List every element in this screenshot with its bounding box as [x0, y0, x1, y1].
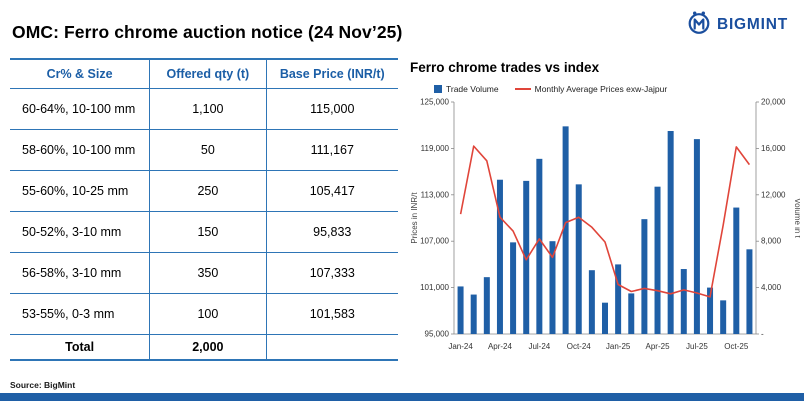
x-axis-tick: Apr-24 [488, 342, 513, 351]
price-cell: 115,000 [265, 88, 398, 130]
volume-bar [746, 249, 753, 334]
right-axis-tick: 16,000 [761, 144, 786, 153]
table-row: 50-52%, 3-10 mm 150 95,833 [10, 211, 398, 253]
auction-table-body: 60-64%, 10-100 mm 1,100 115,000 58-60%, 10-… [10, 88, 398, 335]
trades-vs-index-chart: 125,000 20,000 119,000 16,000 113,000 12,000 1… [410, 98, 802, 352]
legend-avg-price: Monthly Average Prices exw-Jajpur [514, 84, 668, 94]
x-axis-tick: Jan-25 [606, 342, 631, 351]
qty-cell: 250 [149, 170, 267, 212]
volume-bar [628, 293, 635, 334]
price-cell: 107,333 [265, 252, 398, 294]
right-axis-tick: - [761, 330, 764, 339]
left-axis-tick: 107,000 [420, 237, 449, 246]
volume-bar [615, 264, 622, 334]
volume-bar [588, 270, 595, 334]
volume-bar [707, 287, 714, 334]
volume-bar [654, 186, 661, 334]
right-axis-tick: 20,000 [761, 98, 786, 107]
right-axis-tick: 8,000 [761, 237, 782, 246]
volume-bar [641, 219, 648, 334]
volume-bar [575, 184, 582, 334]
total-qty: 2,000 [149, 334, 267, 361]
left-axis-tick: 101,000 [420, 283, 449, 292]
legend-trade-volume: Trade Volume [434, 84, 499, 94]
left-axis-tick: 119,000 [421, 144, 450, 153]
volume-bar [457, 286, 464, 334]
size-cell: 56-58%, 3-10 mm [10, 252, 151, 294]
table-header-row: Cr% & Size Offered qty (t) Base Price (I… [10, 58, 398, 89]
x-axis-tick: Jan-24 [448, 342, 473, 351]
bigmint-logo: BIGMINT [686, 9, 788, 40]
x-axis-tick: Jul-24 [528, 342, 550, 351]
volume-bar [733, 207, 740, 334]
column-header-price: Base Price (INR/t) [265, 58, 398, 89]
total-row: Total 2,000 [10, 334, 398, 361]
table-row: 58-60%, 10-100 mm 50 111,167 [10, 129, 398, 171]
size-cell: 55-60%, 10-25 mm [10, 170, 151, 212]
total-price [265, 334, 398, 361]
price-cell: 95,833 [265, 211, 398, 253]
chart-title: Ferro chrome trades vs index [410, 60, 600, 75]
qty-cell: 150 [149, 211, 267, 253]
qty-cell: 50 [149, 129, 267, 171]
bottom-accent-bar [0, 393, 804, 401]
source-note: Source: BigMint [10, 380, 76, 390]
right-axis-title: Volume in t [793, 198, 800, 238]
volume-bar [549, 241, 556, 334]
qty-cell: 350 [149, 252, 267, 294]
volume-bar [483, 277, 490, 334]
size-cell: 58-60%, 10-100 mm [10, 129, 151, 171]
table-row: 53-55%, 0-3 mm 100 101,583 [10, 293, 398, 335]
legend-trade-volume-label: Trade Volume [446, 84, 499, 94]
total-label: Total [10, 334, 151, 361]
volume-bar [562, 126, 569, 334]
left-axis-tick: 113,000 [421, 190, 450, 199]
x-axis-tick: Apr-25 [646, 342, 671, 351]
price-line [459, 145, 751, 298]
bigmint-logo-text: BIGMINT [716, 15, 788, 33]
table-row: 56-58%, 3-10 mm 350 107,333 [10, 252, 398, 294]
volume-bar [602, 302, 608, 334]
page-title: OMC: Ferro chrome auction notice (24 Nov… [12, 22, 403, 42]
x-axis-tick: Jul-25 [686, 342, 708, 351]
volume-bar [536, 158, 543, 334]
right-axis-tick: 12,000 [761, 190, 786, 199]
x-axis-tick: Oct-24 [567, 342, 592, 351]
x-axis-tick: Oct-25 [724, 342, 749, 351]
bigmint-logo-icon [686, 9, 712, 40]
table-row: 55-60%, 10-25 mm 250 105,417 [10, 170, 398, 212]
size-cell: 53-55%, 0-3 mm [10, 293, 151, 335]
volume-bar [470, 294, 477, 334]
bar-swatch-icon [434, 85, 442, 93]
column-header-qty: Offered qty (t) [149, 58, 267, 89]
table-row: 60-64%, 10-100 mm 1,100 115,000 [10, 88, 398, 130]
volume-bar [510, 242, 517, 334]
legend-avg-price-label: Monthly Average Prices exw-Jajpur [534, 84, 668, 94]
qty-cell: 1,100 [149, 88, 267, 130]
size-cell: 50-52%, 3-10 mm [10, 211, 151, 253]
volume-bar [667, 131, 674, 334]
left-axis-tick: 125,000 [420, 98, 449, 107]
right-axis-tick: 4,000 [761, 283, 782, 292]
chart-section: Ferro chrome trades vs index Trade Volum… [408, 60, 802, 363]
volume-bar [680, 269, 687, 334]
volume-bar [693, 139, 700, 334]
price-cell: 105,417 [265, 170, 398, 212]
volume-bar [496, 179, 503, 334]
left-axis-tick: 95,000 [425, 330, 450, 339]
price-cell: 101,583 [265, 293, 398, 335]
volume-bar [523, 180, 530, 334]
size-cell: 60-64%, 10-100 mm [10, 88, 151, 130]
column-header-size: Cr% & Size [10, 58, 151, 89]
left-axis-title: Prices in INR/t [410, 192, 419, 244]
volume-bar [720, 300, 727, 334]
price-cell: 111,167 [265, 129, 398, 171]
line-swatch-icon [514, 88, 531, 90]
chart-legend: Trade Volume Monthly Average Prices exw-… [434, 84, 800, 94]
auction-table: Cr% & Size Offered qty (t) Base Price (I… [10, 58, 398, 361]
qty-cell: 100 [149, 293, 267, 335]
